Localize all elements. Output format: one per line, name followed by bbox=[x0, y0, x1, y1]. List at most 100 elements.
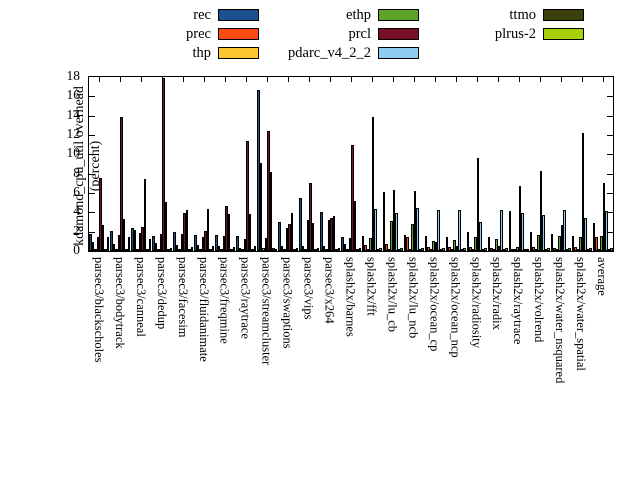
bar-ttmo bbox=[167, 249, 170, 251]
bar-pdarc_v4_2_2 bbox=[290, 213, 294, 251]
bar-ttmo bbox=[586, 249, 590, 251]
x-category-label: parsec3/raytrace bbox=[238, 257, 253, 339]
bar-thp bbox=[157, 249, 160, 251]
x-category-label: splash2x/radix bbox=[490, 257, 505, 330]
legend-label: ttmo bbox=[509, 6, 536, 23]
bar-ttmo bbox=[439, 249, 443, 251]
bar-pdarc_v4_2_2 bbox=[374, 209, 377, 251]
bar-prec bbox=[91, 242, 95, 251]
x-category-label: splash2x/ocean_cp bbox=[427, 257, 442, 352]
bar-ethp bbox=[159, 233, 163, 251]
y-axis-tick bbox=[607, 231, 613, 233]
bar-ttmo bbox=[607, 249, 611, 251]
bar-pdarc_v4_2_2 bbox=[206, 209, 210, 251]
x-axis-tick-top bbox=[581, 77, 583, 82]
bar-rec bbox=[529, 231, 533, 251]
bar-prec bbox=[175, 245, 179, 251]
x-axis-tick-top bbox=[455, 77, 457, 82]
bar-ethp bbox=[432, 241, 435, 251]
bar-ttmo bbox=[565, 249, 569, 251]
x-category-label: parsec3/dedup bbox=[154, 257, 169, 330]
legend-entry-pdarc_v4_2_2: pdarc_v4_2_2 bbox=[231, 44, 419, 61]
bar-prec bbox=[574, 247, 577, 251]
bar-ethp bbox=[474, 236, 477, 251]
bar-rec bbox=[152, 235, 155, 251]
x-category-label: parsec3/facesim bbox=[175, 257, 190, 338]
bar-plrus-2 bbox=[484, 248, 487, 251]
bar-pdarc_v4_2_2 bbox=[353, 200, 356, 251]
x-axis-tick-top bbox=[602, 77, 604, 82]
bar-ttmo bbox=[544, 249, 548, 251]
bar-rec bbox=[89, 233, 92, 251]
bar-prec bbox=[511, 248, 514, 251]
x-axis-tick-top bbox=[392, 77, 394, 82]
bar-thp bbox=[136, 248, 139, 251]
bar-prcl bbox=[560, 224, 564, 251]
bar-pdarc_v4_2_2 bbox=[143, 178, 147, 251]
bar-prcl bbox=[581, 133, 585, 251]
bar-thp bbox=[387, 249, 391, 251]
bar-prec bbox=[406, 237, 409, 251]
bar-ethp bbox=[222, 235, 226, 251]
bar-prcl bbox=[539, 170, 543, 251]
bar-plrus-2 bbox=[463, 248, 466, 251]
legend-entry-prcl: prcl bbox=[231, 25, 419, 42]
bar-thp bbox=[450, 249, 454, 251]
bar-rec bbox=[110, 230, 113, 251]
bar-ethp bbox=[453, 240, 456, 251]
bar-rec bbox=[550, 233, 554, 251]
bar-plrus-2 bbox=[148, 239, 152, 251]
bar-prec bbox=[217, 246, 221, 251]
y-tick-label: 12 bbox=[66, 126, 81, 141]
bar-ethp bbox=[390, 221, 393, 251]
x-category-label: splash2x/raytrace bbox=[511, 257, 526, 345]
bar-plrus-2 bbox=[337, 248, 341, 251]
bar-prec bbox=[490, 247, 493, 251]
x-axis-tick-top bbox=[351, 77, 352, 82]
bar-prec bbox=[364, 245, 367, 251]
bar-prcl bbox=[330, 218, 333, 251]
bar-plrus-2 bbox=[526, 249, 529, 251]
bar-thp bbox=[471, 249, 475, 251]
bar-plrus-2 bbox=[253, 246, 257, 251]
bar-thp bbox=[492, 249, 496, 251]
bar-ethp bbox=[495, 239, 498, 251]
bar-ttmo bbox=[209, 249, 212, 251]
bar-ethp bbox=[264, 238, 268, 251]
x-category-label: splash2x/water_spatial bbox=[574, 257, 589, 371]
legend-swatch-rec bbox=[218, 9, 259, 22]
bar-ttmo bbox=[272, 248, 275, 251]
x-category-label: splash2x/volrend bbox=[532, 257, 547, 343]
bar-prec bbox=[322, 246, 326, 251]
bar-pdarc_v4_2_2 bbox=[227, 214, 231, 251]
plot-area bbox=[88, 76, 614, 252]
bar-prcl bbox=[392, 190, 396, 251]
bar-ethp bbox=[348, 238, 351, 251]
bar-prec bbox=[427, 247, 430, 251]
bar-rec bbox=[571, 235, 575, 251]
bar-prcl bbox=[183, 213, 186, 251]
bar-thp bbox=[304, 249, 307, 251]
bar-thp bbox=[115, 248, 118, 251]
bar-thp bbox=[283, 249, 286, 251]
bar-ttmo bbox=[481, 249, 485, 251]
legend-swatch-prcl bbox=[378, 28, 419, 41]
bar-pdarc_v4_2_2 bbox=[248, 214, 252, 251]
bar-prec bbox=[301, 246, 305, 251]
x-category-label: parsec3/blackscholes bbox=[91, 257, 106, 363]
y-axis-tick bbox=[89, 115, 95, 117]
bar-rec bbox=[131, 227, 134, 251]
x-axis-tick-top bbox=[288, 77, 290, 82]
bar-ethp bbox=[117, 234, 121, 251]
legend-label: ethp bbox=[346, 6, 371, 23]
bar-rec bbox=[466, 231, 470, 251]
legend-swatch-ttmo bbox=[543, 9, 584, 22]
x-axis-tick-top bbox=[267, 77, 269, 82]
bar-prcl bbox=[309, 183, 312, 251]
bar-prcl bbox=[518, 186, 522, 251]
bar-thp bbox=[408, 249, 412, 251]
bar-thp bbox=[576, 249, 580, 251]
bar-plrus-2 bbox=[169, 248, 173, 251]
bar-prec bbox=[112, 244, 116, 251]
